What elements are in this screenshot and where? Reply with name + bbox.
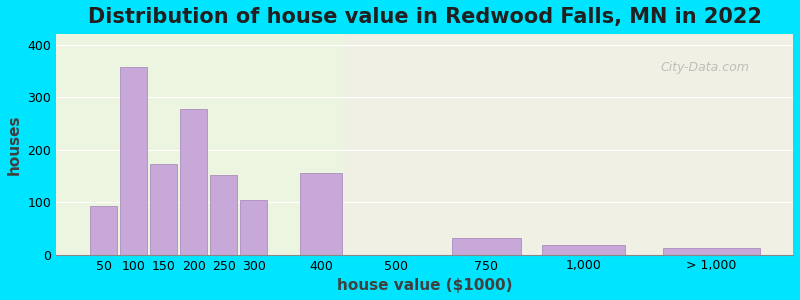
Bar [150,164,178,255]
Bar [210,175,238,255]
Bar [542,245,625,255]
Bar [301,173,342,255]
Y-axis label: houses: houses [7,114,22,175]
Bar [663,248,759,255]
Bar [344,34,793,255]
Bar [90,206,118,255]
X-axis label: house value ($1000): house value ($1000) [337,278,512,293]
Title: Distribution of house value in Redwood Falls, MN in 2022: Distribution of house value in Redwood F… [88,7,762,27]
Text: City-Data.com: City-Data.com [661,61,750,74]
Bar [452,238,521,255]
Bar [240,200,267,255]
Bar [180,109,207,255]
Bar [120,67,147,255]
